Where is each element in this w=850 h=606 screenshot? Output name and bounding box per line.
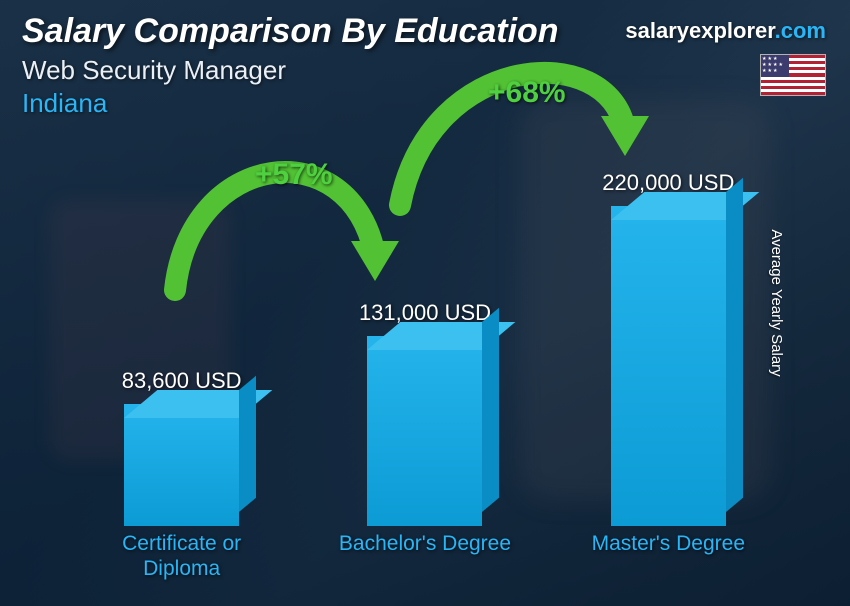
bar <box>367 336 482 526</box>
bar-chart: 83,600 USD 131,000 USD220,000 USD Certifi… <box>60 150 790 586</box>
percent-increase-label: +57% <box>255 158 333 192</box>
header: Salary Comparison By Education Web Secur… <box>22 12 559 119</box>
category-label: Master's Degree <box>568 531 768 586</box>
job-title: Web Security Manager <box>22 55 559 86</box>
category-label: Bachelor's Degree <box>325 531 525 586</box>
brand-logo: salaryexplorer.com <box>625 18 826 44</box>
page-title: Salary Comparison By Education <box>22 12 559 51</box>
bar-group: 83,600 USD <box>82 368 282 526</box>
brand-name: salaryexplorer <box>625 18 774 43</box>
bar-group: 131,000 USD <box>325 300 525 526</box>
bar <box>611 206 726 526</box>
brand-domain: .com <box>775 18 826 43</box>
region-label: Indiana <box>22 88 559 119</box>
bar <box>124 404 239 526</box>
category-label: Certificate or Diploma <box>82 531 282 586</box>
bar-group: 220,000 USD <box>568 170 768 526</box>
infographic-container: Salary Comparison By Education Web Secur… <box>0 0 850 606</box>
percent-increase-label: +68% <box>488 76 566 110</box>
flag-icon <box>760 54 826 96</box>
